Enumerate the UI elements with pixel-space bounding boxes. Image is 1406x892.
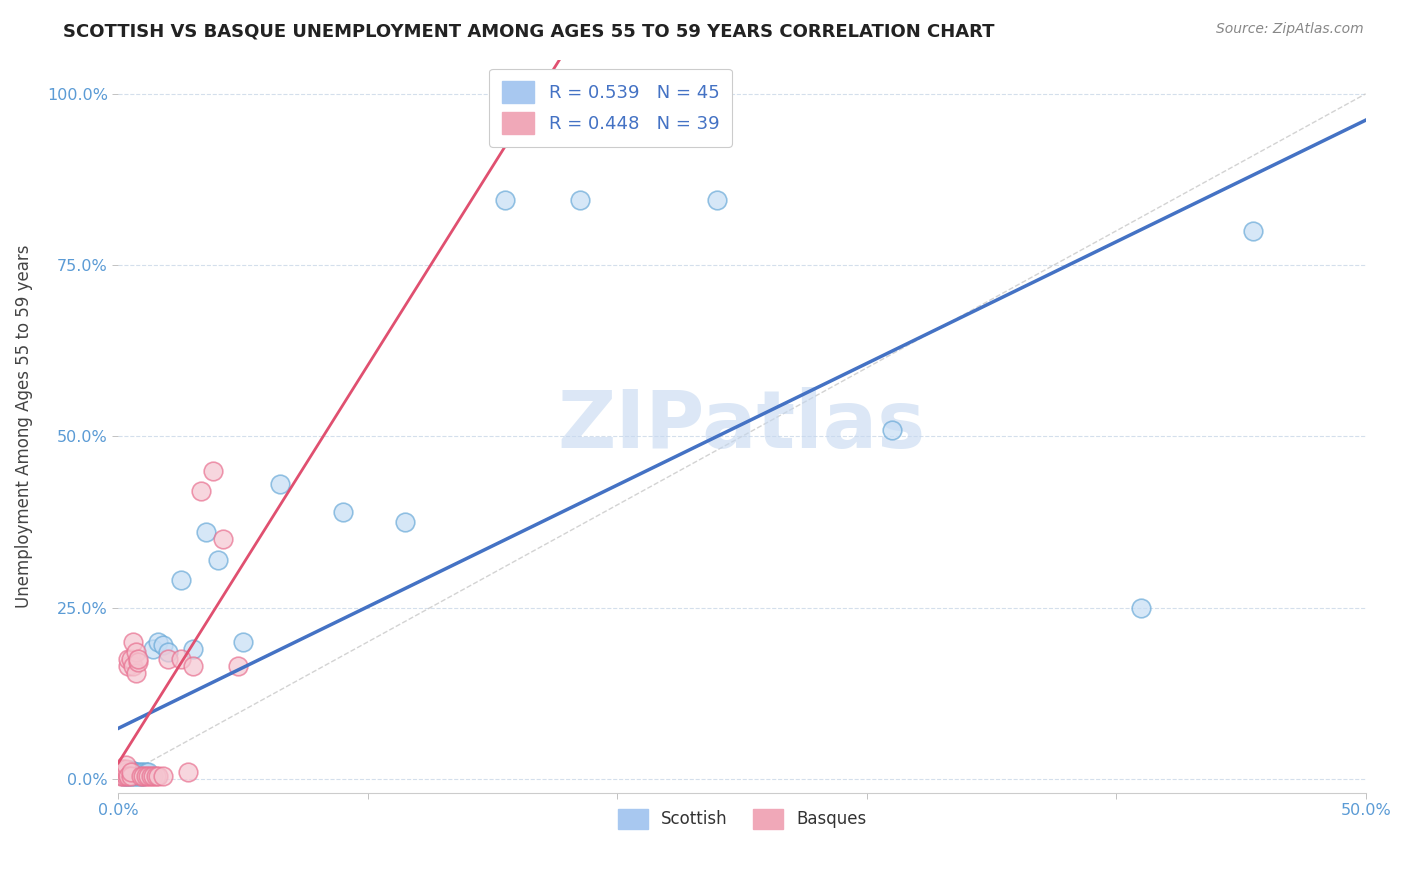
Point (120, 765, 142, 780)
Point (120, 765, 142, 780)
Point (1241, 224, 1264, 238)
Point (181, 659, 204, 673)
Point (127, 652, 149, 666)
Point (706, 193, 728, 207)
Point (170, 652, 193, 666)
Point (117, 652, 139, 666)
Point (135, 765, 157, 780)
Point (122, 764, 145, 778)
Point (127, 768, 149, 782)
Point (112, 765, 135, 780)
Point (129, 765, 152, 780)
Point (226, 659, 249, 673)
Point (120, 652, 142, 666)
Point (148, 635, 170, 649)
Point (394, 515, 416, 529)
Point (114, 758, 136, 772)
Point (122, 635, 145, 649)
Point (157, 652, 180, 666)
Point (194, 525, 217, 540)
Point (125, 765, 148, 780)
Point (136, 765, 159, 780)
Text: SCOTTISH VS BASQUE UNEMPLOYMENT AMONG AGES 55 TO 59 YEARS CORRELATION CHART: SCOTTISH VS BASQUE UNEMPLOYMENT AMONG AG… (63, 22, 995, 40)
Point (117, 766, 139, 780)
Point (145, 768, 167, 782)
Point (148, 768, 170, 782)
Point (110, 765, 132, 780)
Point (112, 766, 135, 780)
Point (127, 765, 149, 780)
Point (129, 768, 152, 782)
Point (132, 768, 155, 782)
Point (112, 768, 135, 782)
Point (114, 765, 136, 780)
Point (120, 768, 142, 782)
Point (122, 768, 145, 782)
Point (125, 768, 148, 782)
Point (494, 193, 516, 207)
Point (190, 484, 212, 499)
Point (114, 762, 136, 776)
Point (132, 765, 155, 780)
Point (117, 768, 139, 782)
Point (880, 423, 903, 437)
Point (112, 762, 135, 776)
Point (125, 665, 148, 680)
Text: Source: ZipAtlas.com: Source: ZipAtlas.com (1216, 22, 1364, 37)
Text: ZIPatlas: ZIPatlas (558, 387, 927, 465)
Point (170, 574, 193, 588)
Point (136, 768, 159, 782)
Point (114, 765, 136, 780)
Point (112, 765, 135, 780)
Point (112, 768, 135, 782)
Point (269, 477, 291, 491)
Point (135, 768, 157, 782)
Point (202, 464, 225, 478)
Y-axis label: Unemployment Among Ages 55 to 59 years: Unemployment Among Ages 55 to 59 years (15, 244, 32, 607)
Point (142, 641, 165, 656)
Point (152, 768, 174, 782)
Point (122, 766, 145, 780)
Point (142, 768, 165, 782)
Point (127, 656, 149, 670)
Point (125, 645, 148, 659)
Point (120, 767, 142, 781)
Point (181, 641, 204, 656)
Point (110, 768, 132, 782)
Point (114, 768, 136, 782)
Point (122, 659, 145, 673)
Point (129, 768, 152, 782)
Point (1130, 600, 1153, 615)
Point (332, 505, 354, 519)
Point (120, 768, 142, 782)
Point (212, 532, 235, 546)
Point (157, 645, 180, 659)
Point (114, 767, 136, 781)
Point (152, 638, 174, 652)
Point (120, 763, 142, 777)
Point (207, 552, 229, 566)
Point (114, 768, 136, 782)
Point (110, 762, 132, 776)
Point (117, 768, 139, 782)
Point (114, 764, 136, 778)
Point (232, 635, 254, 649)
Legend: Scottish, Basques: Scottish, Basques (612, 802, 873, 836)
Point (568, 193, 591, 207)
Point (117, 659, 139, 673)
Point (177, 765, 200, 780)
Point (132, 768, 155, 782)
Point (139, 768, 162, 782)
Point (117, 764, 139, 778)
